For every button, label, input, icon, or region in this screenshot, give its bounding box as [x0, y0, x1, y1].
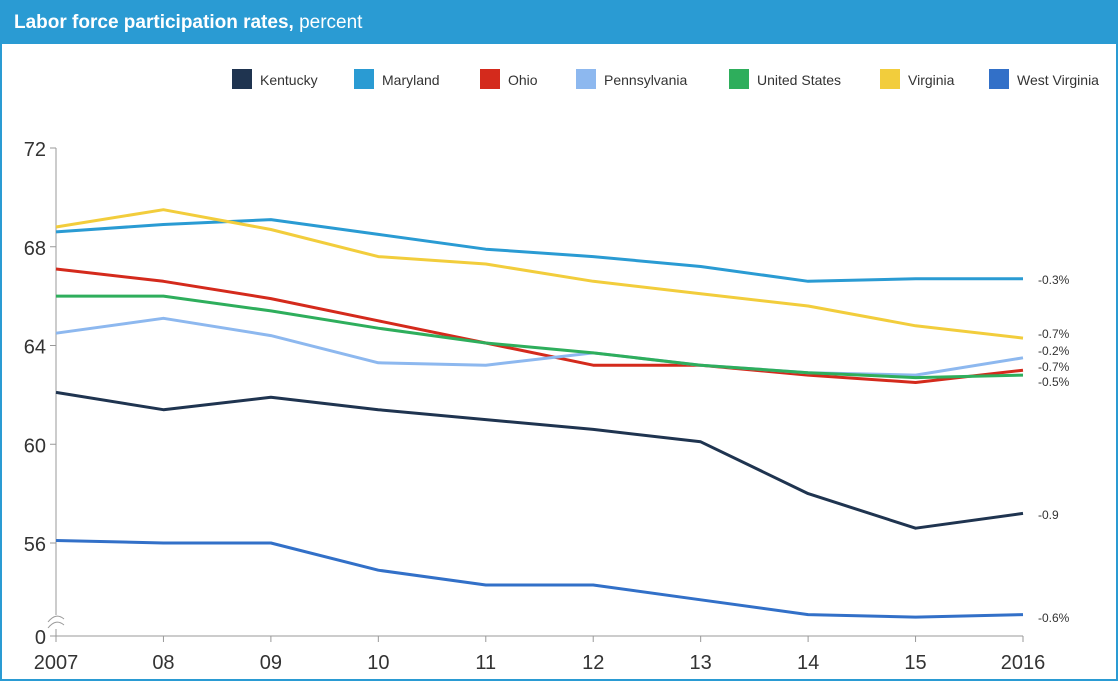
- x-tick-label: 10: [367, 652, 389, 674]
- axis-break-mark: [47, 615, 65, 623]
- series-line-west-virginia: [55, 539, 1024, 619]
- legend-swatch: [232, 69, 252, 89]
- legend-swatch: [880, 69, 900, 89]
- legend-swatch: [480, 69, 500, 89]
- end-label: -0.2%: [1038, 344, 1070, 358]
- end-label: -0.7%: [1038, 360, 1070, 374]
- end-label: -0.3%: [1038, 273, 1070, 287]
- series-line-maryland: [55, 218, 1023, 283]
- x-tick-label: 08: [152, 652, 174, 674]
- end-labels: -0.9-0.3%-0.7%-0.2%-0.5%-0.7%-0.6%: [1038, 273, 1070, 625]
- series-line-virginia: [55, 208, 1024, 340]
- end-label: -0.7%: [1038, 327, 1070, 341]
- axes: 72 68 64 60 56 0 2007 08 09 10 11 12 13 14 15 2016: [24, 139, 1046, 674]
- legend-label: Virginia: [908, 72, 955, 88]
- series-line-ohio: [55, 267, 1024, 384]
- legend: Kentucky Maryland Ohio Pennsylvania United S…: [232, 69, 1099, 89]
- y-tick-label: 56: [24, 534, 46, 556]
- x-tick-label: 09: [260, 652, 282, 674]
- legend-swatch: [989, 69, 1009, 89]
- legend-swatch: [576, 69, 596, 89]
- y-tick-label: 0: [35, 627, 46, 649]
- x-tick-label: 13: [690, 652, 712, 674]
- x-tick-label: 12: [582, 652, 604, 674]
- legend-label: Maryland: [382, 72, 440, 88]
- x-tick-label: 2007: [34, 652, 79, 674]
- x-tick-label: 2016: [1001, 652, 1046, 674]
- legend-label: Ohio: [508, 72, 538, 88]
- x-tick-label: 15: [904, 652, 926, 674]
- legend-label: West Virginia: [1017, 72, 1099, 88]
- series-line-kentucky: [55, 390, 1024, 530]
- series-line-united-states: [56, 294, 1024, 380]
- x-tick-label: 11: [475, 652, 496, 674]
- legend-label: United States: [757, 72, 841, 88]
- y-tick-label: 60: [24, 435, 46, 457]
- y-tick-label: 64: [24, 337, 46, 359]
- legend-swatch: [729, 69, 749, 89]
- y-tick-label: 72: [24, 139, 46, 161]
- chart-title: Labor force participation rates,: [14, 12, 294, 33]
- axis-break-mark: [47, 621, 65, 629]
- end-label: -0.5%: [1038, 375, 1070, 389]
- end-label: -0.9: [1038, 508, 1059, 522]
- x-tick-label: 14: [797, 652, 819, 674]
- y-tick-label: 68: [24, 238, 46, 260]
- end-label: -0.6%: [1038, 611, 1070, 625]
- series-lines: [55, 208, 1024, 619]
- chart-title-unit: percent: [293, 12, 363, 33]
- legend-swatch: [354, 69, 374, 89]
- legend-label: Kentucky: [260, 72, 318, 88]
- legend-label: Pennsylvania: [604, 72, 687, 88]
- chart-header: Labor force participation rates, percent: [2, 2, 1116, 44]
